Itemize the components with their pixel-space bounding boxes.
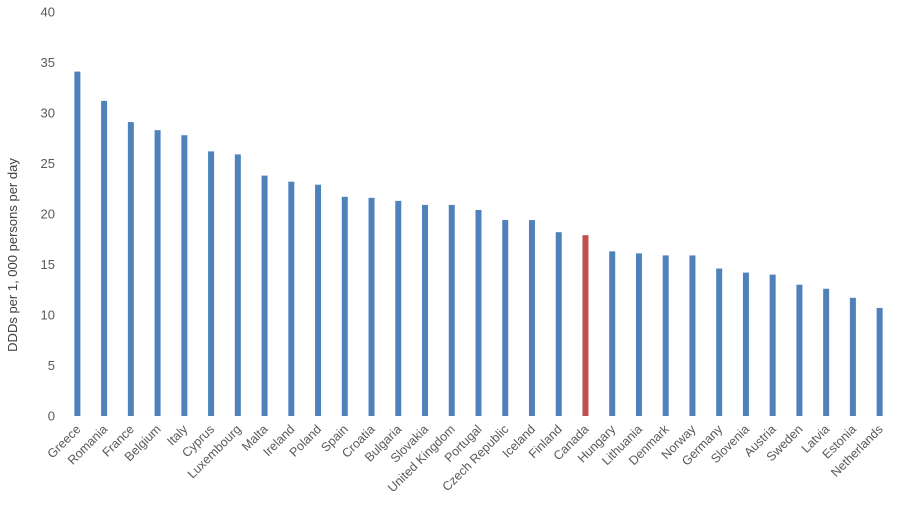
bar-cyprus xyxy=(208,151,215,416)
y-axis-label: DDDs per 1, 000 persons per day xyxy=(5,158,20,352)
bar-czech-republic xyxy=(502,220,509,416)
bar-estonia xyxy=(849,297,856,416)
y-tick-label: 15 xyxy=(41,257,55,272)
y-tick-label: 25 xyxy=(41,156,55,171)
bar-portugal xyxy=(475,209,482,416)
bar-luxembourg xyxy=(234,154,241,416)
bar-norway xyxy=(689,255,696,416)
bar-belgium xyxy=(154,130,161,417)
y-tick-label: 10 xyxy=(41,308,55,323)
bar-malta xyxy=(261,175,268,416)
bar-italy xyxy=(181,135,188,416)
bar-bulgaria xyxy=(395,200,402,416)
bar-france xyxy=(127,122,134,416)
bar-latvia xyxy=(823,288,830,416)
bar-lithuania xyxy=(635,253,642,416)
bar-croatia xyxy=(368,197,375,416)
bar-hungary xyxy=(609,251,616,416)
bar-united-kingdom xyxy=(448,204,455,416)
bar-greece xyxy=(74,71,81,416)
bar-slovenia xyxy=(742,272,749,416)
y-tick-label: 30 xyxy=(41,106,55,121)
y-tick-label: 0 xyxy=(48,409,55,424)
y-tick-label: 20 xyxy=(41,207,55,222)
bar-iceland xyxy=(528,220,535,416)
bar-denmark xyxy=(662,255,669,416)
bar-netherlands xyxy=(876,307,883,416)
bar-austria xyxy=(769,274,776,416)
bar-poland xyxy=(315,184,322,416)
bar-ireland xyxy=(288,181,295,416)
y-tick-label: 35 xyxy=(41,55,55,70)
bar-canada xyxy=(582,235,589,416)
bar-romania xyxy=(101,100,108,416)
y-tick-label: 5 xyxy=(48,358,55,373)
bar-finland xyxy=(555,232,562,416)
bar-spain xyxy=(341,196,348,416)
bar-slovakia xyxy=(422,204,429,416)
y-axis: 0 5 10 15 20 25 30 35 40 xyxy=(41,5,55,424)
y-tick-label: 40 xyxy=(41,5,55,20)
bars xyxy=(74,71,883,417)
bar-germany xyxy=(716,268,723,416)
bar-sweden xyxy=(796,284,803,416)
